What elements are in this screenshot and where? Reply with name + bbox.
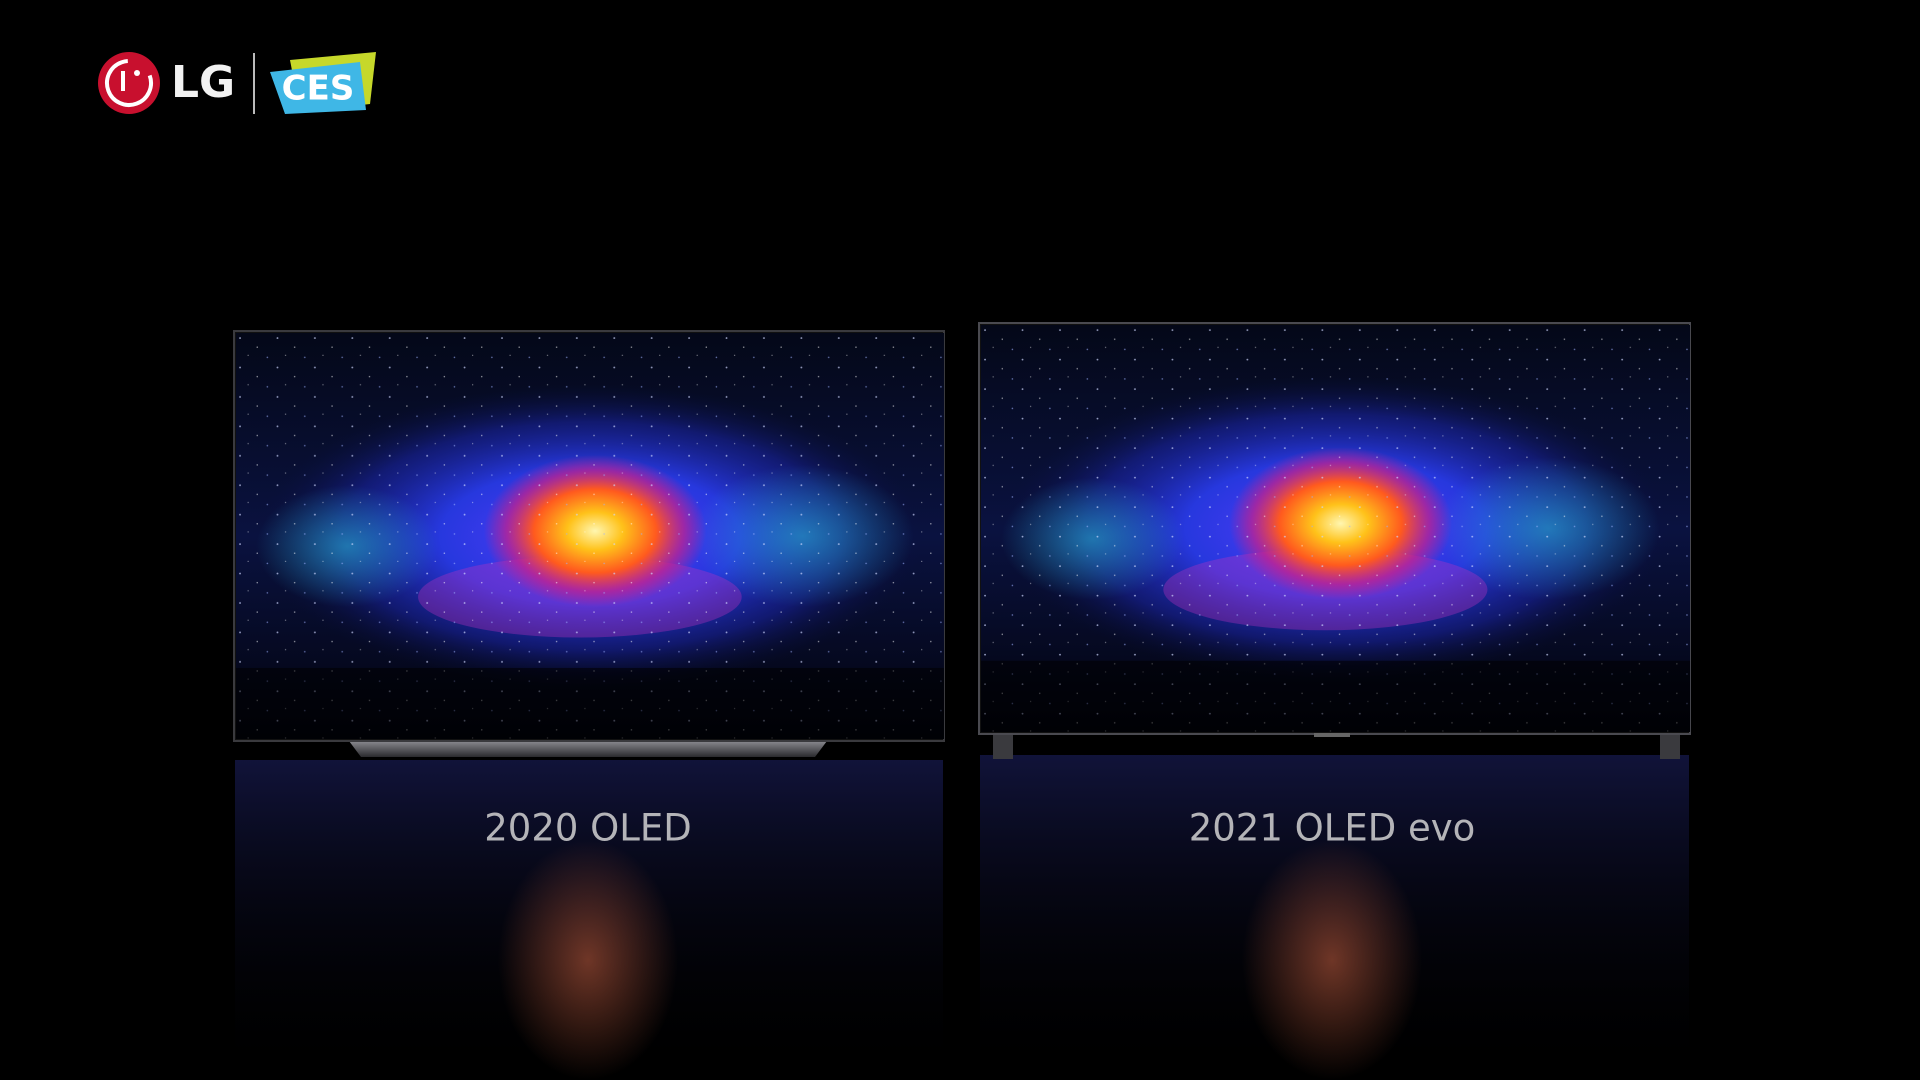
screen-label: 2021 OLED evo xyxy=(1189,807,1476,850)
lg-emblem-ring xyxy=(105,59,153,107)
tv-stand xyxy=(349,741,827,757)
ces-badge xyxy=(270,62,366,114)
tv-2020 xyxy=(233,330,945,757)
logo: LG CES xyxy=(98,52,376,114)
brand: LG xyxy=(171,57,235,108)
reflection-glow xyxy=(498,840,678,1080)
tv-2021 xyxy=(978,322,1691,759)
lg-emblem-dot xyxy=(134,70,140,76)
lg-emblem-l xyxy=(121,71,125,91)
tv-foot xyxy=(1660,733,1680,759)
tv-foot xyxy=(993,733,1013,759)
tv-screen xyxy=(236,333,944,739)
tv-sensor xyxy=(1314,733,1350,737)
tv-screen xyxy=(981,325,1691,732)
reflection-glow xyxy=(1242,840,1422,1080)
screen-label: 2020 OLED xyxy=(484,807,692,850)
event: CES xyxy=(282,69,355,109)
